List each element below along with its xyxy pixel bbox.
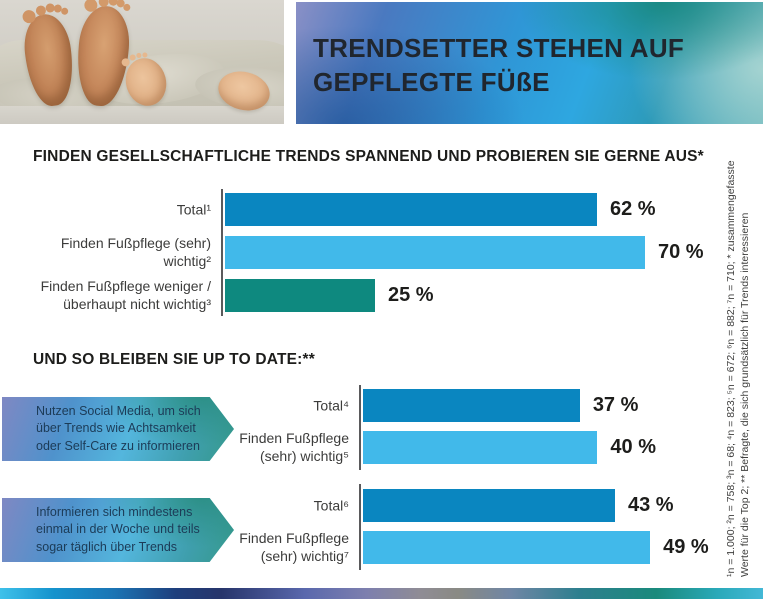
bar-row-fusspflege-wichtig: Finden Fußpflege (sehr) wichtig² 70 %: [61, 235, 704, 270]
callout-text: Nutzen Social Media, um sich über Trends…: [36, 403, 201, 453]
bar-wichtig7: [363, 531, 651, 564]
section1-heading: FINDEN GESELLSCHAFTLICHE TRENDS SPANNEND…: [33, 148, 704, 165]
bar-fusspflege-unwichtig: [225, 279, 375, 312]
bar-label: Finden Fußpflege weniger / überhaupt nic…: [40, 277, 211, 313]
callout-text: Informieren sich mindestens einmal in de…: [36, 504, 200, 554]
footnote-line1: ¹n = 1.000; ²n = 758; ³n = 68; ⁴n = 823;…: [725, 160, 737, 577]
header-title-block: TRENDSETTER STEHEN AUF GEPFLEGTE FÜßE: [296, 2, 763, 124]
section2-heading: UND SO BLEIBEN SIE UP TO DATE:**: [33, 351, 315, 368]
bar-label: Finden Fußpflege (sehr) wichtig⁷: [239, 529, 349, 565]
callout-social-media: Nutzen Social Media, um sich über Trends…: [2, 397, 234, 461]
foot-sole: [73, 4, 133, 108]
bar-value: 70 %: [658, 241, 704, 263]
adult-foot-left: [20, 2, 78, 109]
bar-label: Total¹: [176, 201, 211, 218]
adult-foot-right: [73, 0, 133, 108]
bar-value: 25 %: [388, 284, 434, 306]
feet-in-bed-photo: [0, 0, 284, 124]
bottom-gradient-bar: [0, 588, 763, 599]
callout-weekly-info: Informieren sich mindestens einmal in de…: [2, 498, 234, 562]
bar-label: Total⁶: [313, 497, 349, 514]
bar-row-total6: Total⁶ 43 %: [314, 489, 674, 522]
footnote-line2: Werte für die Top 2; ** Befragte, die si…: [738, 212, 751, 577]
bar-wichtig5: [363, 431, 598, 464]
bar-row-total1: Total¹ 62 %: [177, 193, 656, 226]
chart1-axis-line: [221, 189, 223, 316]
bar-label: Total⁴: [313, 397, 349, 414]
bar-value: 49 %: [663, 536, 709, 558]
bar-label: Finden Fußpflege (sehr) wichtig²: [60, 234, 211, 270]
bar-total1: [225, 193, 597, 226]
bar-row-wichtig5: Finden Fußpflege (sehr) wichtig⁵ 40 %: [239, 430, 656, 465]
chart2-group1-axis-line: [359, 385, 361, 470]
footnote-vertical: ¹n = 1.000; ²n = 758; ³n = 68; ⁴n = 823;…: [725, 143, 753, 577]
bed-sheet: [0, 106, 284, 124]
page-title-line1: TRENDSETTER STEHEN AUF: [313, 33, 685, 63]
page-title: TRENDSETTER STEHEN AUF GEPFLEGTE FÜßE: [296, 2, 763, 100]
bar-row-total4: Total⁴ 37 %: [313, 389, 639, 422]
bar-row-wichtig7: Finden Fußpflege (sehr) wichtig⁷ 49 %: [239, 530, 709, 565]
bar-value: 43 %: [627, 494, 674, 516]
bar-total4: [363, 389, 580, 422]
bar-fusspflege-wichtig: [225, 236, 645, 269]
bar-value: 40 %: [610, 436, 656, 458]
chart2-group2-axis-line: [359, 484, 361, 570]
bar-total6: [363, 489, 615, 522]
bar-value: 37 %: [592, 394, 639, 416]
bar-value: 62 %: [610, 198, 656, 220]
foot-sole: [20, 11, 78, 109]
bar-row-fusspflege-unwichtig: Finden Fußpflege weniger / überhaupt nic…: [41, 278, 434, 313]
page-title-line2: GEPFLEGTE FÜßE: [313, 66, 550, 97]
bar-label: Finden Fußpflege (sehr) wichtig⁵: [239, 429, 349, 465]
